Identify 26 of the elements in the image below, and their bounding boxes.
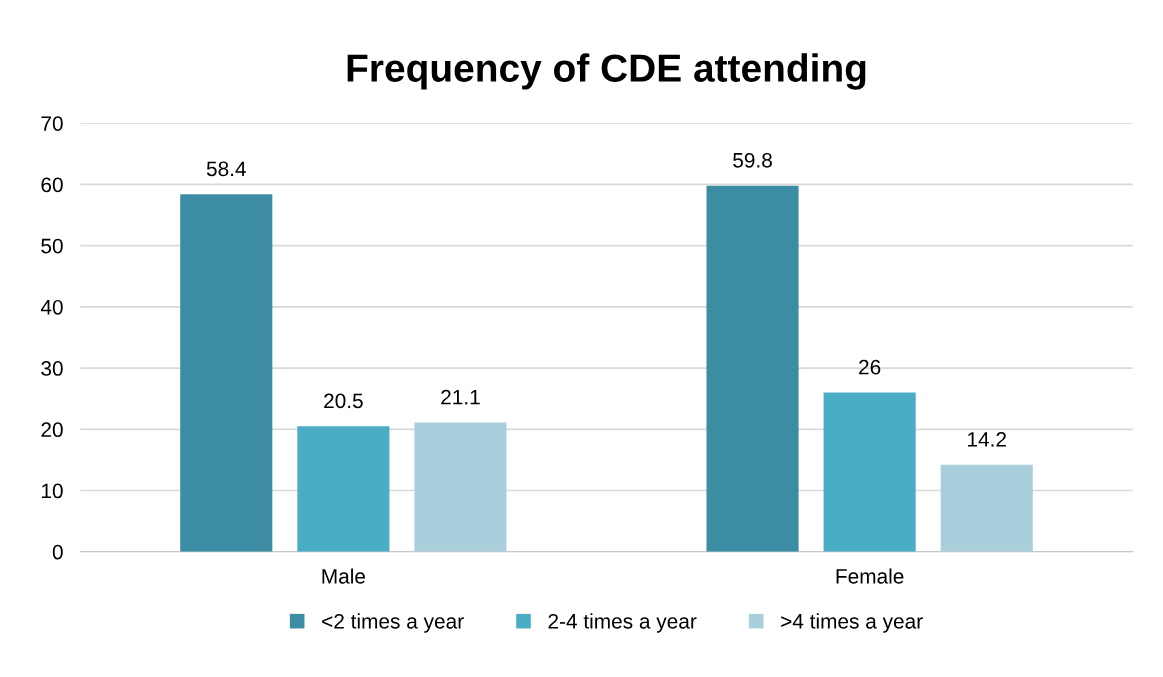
bar: [823, 392, 916, 552]
data-label: 14.2: [968, 432, 1006, 447]
data-label: 26: [859, 359, 881, 375]
data-label: 20.5: [324, 393, 363, 409]
legend-label: >4 times a year: [781, 613, 923, 633]
data-label: 21.1: [441, 389, 480, 405]
y-tick-label: 60: [41, 177, 63, 193]
y-tick-label: 70: [41, 116, 63, 131]
y-tick-label: 40: [40, 299, 63, 315]
y-tick-label: 10: [42, 483, 63, 499]
x-tick-label: Female: [836, 568, 904, 584]
legend-label: 2-4 times a year: [548, 613, 697, 633]
data-label: 58.4: [206, 161, 246, 177]
bar: [706, 185, 799, 552]
bar: [940, 464, 1033, 552]
x-tick-label: Male: [322, 568, 366, 584]
y-tick-label: 30: [41, 361, 63, 376]
bar: [414, 422, 507, 552]
y-tick-label: 0: [52, 544, 63, 560]
bar: [297, 426, 390, 552]
data-label: 59.8: [733, 152, 772, 168]
legend-label: <2 times a year: [322, 613, 464, 633]
bar: [180, 194, 273, 552]
y-tick-label: 20: [41, 422, 63, 438]
chart-title: Frequency of CDE attending: [347, 53, 866, 90]
y-tick-label: 50: [41, 238, 63, 254]
